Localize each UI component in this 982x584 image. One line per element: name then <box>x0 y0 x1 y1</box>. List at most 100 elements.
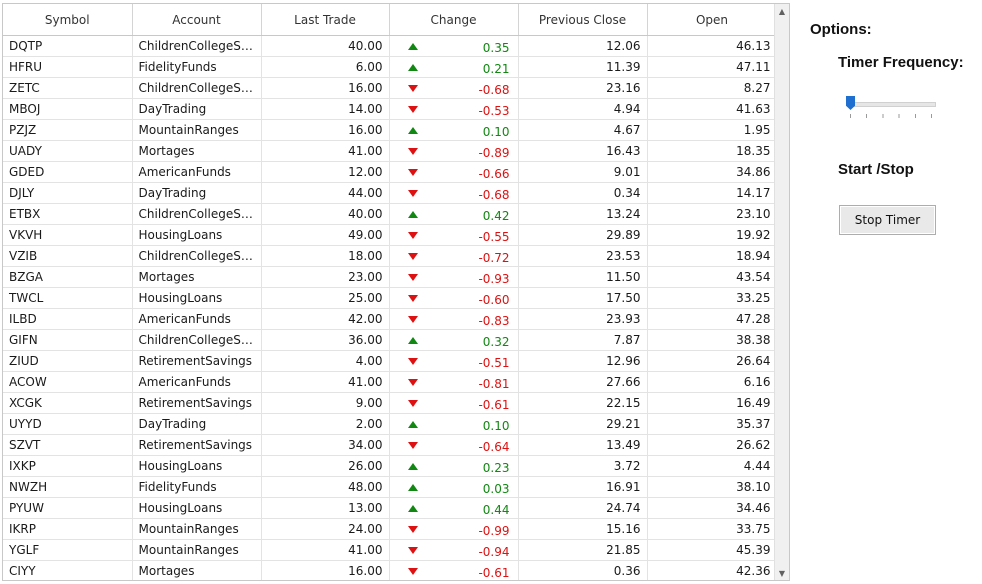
cell-symbol[interactable]: ZIUD <box>3 350 133 372</box>
table-row[interactable]: UYYD DayTrading 2.00 0.10 29.21 35.37 <box>3 413 778 435</box>
cell-previous-close[interactable]: 29.21 <box>518 413 648 435</box>
table-row[interactable]: GDED AmericanFunds 12.00 -0.66 9.01 34.86 <box>3 161 778 183</box>
cell-previous-close[interactable]: 3.72 <box>518 455 648 477</box>
cell-last-trade[interactable]: 26.00 <box>261 455 390 477</box>
slider-track[interactable] <box>848 102 936 107</box>
cell-account[interactable]: RetirementSavings <box>132 434 262 456</box>
vertical-scrollbar[interactable]: ▲ ▼ <box>774 4 789 580</box>
cell-last-trade[interactable]: 18.00 <box>261 245 390 267</box>
cell-open[interactable]: 47.28 <box>647 308 778 330</box>
cell-account[interactable]: HousingLoans <box>132 497 262 519</box>
cell-last-trade[interactable]: 16.00 <box>261 77 390 99</box>
cell-previous-close[interactable]: 21.85 <box>518 539 648 561</box>
cell-previous-close[interactable]: 16.91 <box>518 476 648 498</box>
table-row[interactable]: ZETC ChildrenCollegeSavi... 16.00 -0.68 23.1… <box>3 77 778 99</box>
cell-open[interactable]: 18.35 <box>647 140 778 162</box>
cell-change[interactable]: 0.10 <box>389 413 519 435</box>
cell-change[interactable]: -0.93 <box>389 266 519 288</box>
column-header-previous-close[interactable]: Previous Close <box>518 4 648 36</box>
cell-symbol[interactable]: ACOW <box>3 371 133 393</box>
cell-account[interactable]: RetirementSavings <box>132 350 262 372</box>
cell-symbol[interactable]: DQTP <box>3 35 133 57</box>
cell-previous-close[interactable]: 4.94 <box>518 98 648 120</box>
cell-open[interactable]: 46.13 <box>647 35 778 57</box>
scroll-down-arrow-icon[interactable]: ▼ <box>778 568 786 578</box>
cell-last-trade[interactable]: 40.00 <box>261 35 390 57</box>
cell-open[interactable]: 45.39 <box>647 539 778 561</box>
cell-symbol[interactable]: VKVH <box>3 224 133 246</box>
table-row[interactable]: DQTP ChildrenCollegeSavi... 40.00 0.35 12.06… <box>3 35 778 57</box>
cell-account[interactable]: RetirementSavings <box>132 392 262 414</box>
cell-change[interactable]: 0.21 <box>389 56 519 78</box>
cell-last-trade[interactable]: 24.00 <box>261 518 390 540</box>
cell-change[interactable]: -0.53 <box>389 98 519 120</box>
table-row[interactable]: ILBD AmericanFunds 42.00 -0.83 23.93 47.28 <box>3 308 778 330</box>
cell-last-trade[interactable]: 16.00 <box>261 560 390 580</box>
cell-last-trade[interactable]: 16.00 <box>261 119 390 141</box>
cell-account[interactable]: ChildrenCollegeSavi... <box>132 77 262 99</box>
cell-last-trade[interactable]: 23.00 <box>261 266 390 288</box>
cell-account[interactable]: ChildrenCollegeSavi... <box>132 329 262 351</box>
cell-symbol[interactable]: MBOJ <box>3 98 133 120</box>
cell-previous-close[interactable]: 11.39 <box>518 56 648 78</box>
cell-open[interactable]: 35.37 <box>647 413 778 435</box>
table-row[interactable]: PYUW HousingLoans 13.00 0.44 24.74 34.46 <box>3 497 778 519</box>
cell-open[interactable]: 33.75 <box>647 518 778 540</box>
cell-previous-close[interactable]: 13.24 <box>518 203 648 225</box>
cell-symbol[interactable]: IKRP <box>3 518 133 540</box>
cell-open[interactable]: 38.10 <box>647 476 778 498</box>
table-row[interactable]: UADY Mortages 41.00 -0.89 16.43 18.35 <box>3 140 778 162</box>
cell-change[interactable]: -0.61 <box>389 560 519 580</box>
cell-last-trade[interactable]: 41.00 <box>261 539 390 561</box>
cell-previous-close[interactable]: 22.15 <box>518 392 648 414</box>
cell-open[interactable]: 19.92 <box>647 224 778 246</box>
cell-symbol[interactable]: HFRU <box>3 56 133 78</box>
cell-change[interactable]: -0.60 <box>389 287 519 309</box>
cell-account[interactable]: MountainRanges <box>132 539 262 561</box>
cell-previous-close[interactable]: 0.36 <box>518 560 648 580</box>
cell-last-trade[interactable]: 9.00 <box>261 392 390 414</box>
cell-open[interactable]: 6.16 <box>647 371 778 393</box>
cell-change[interactable]: -0.68 <box>389 182 519 204</box>
cell-account[interactable]: AmericanFunds <box>132 308 262 330</box>
cell-change[interactable]: -0.81 <box>389 371 519 393</box>
cell-open[interactable]: 34.86 <box>647 161 778 183</box>
cell-last-trade[interactable]: 2.00 <box>261 413 390 435</box>
table-row[interactable]: ACOW AmericanFunds 41.00 -0.81 27.66 6.16 <box>3 371 778 393</box>
cell-previous-close[interactable]: 27.66 <box>518 371 648 393</box>
cell-open[interactable]: 33.25 <box>647 287 778 309</box>
table-row[interactable]: PZJZ MountainRanges 16.00 0.10 4.67 1.95 <box>3 119 778 141</box>
slider-thumb[interactable] <box>846 96 855 110</box>
column-header-open[interactable]: Open <box>647 4 778 36</box>
table-row[interactable]: HFRU FidelityFunds 6.00 0.21 11.39 47.11 <box>3 56 778 78</box>
cell-symbol[interactable]: PYUW <box>3 497 133 519</box>
cell-account[interactable]: HousingLoans <box>132 224 262 246</box>
cell-open[interactable]: 18.94 <box>647 245 778 267</box>
table-row[interactable]: NWZH FidelityFunds 48.00 0.03 16.91 38.10 <box>3 476 778 498</box>
scroll-up-arrow-icon[interactable]: ▲ <box>778 6 786 16</box>
cell-account[interactable]: AmericanFunds <box>132 371 262 393</box>
cell-change[interactable]: -0.64 <box>389 434 519 456</box>
cell-last-trade[interactable]: 49.00 <box>261 224 390 246</box>
cell-account[interactable]: FidelityFunds <box>132 56 262 78</box>
cell-account[interactable]: FidelityFunds <box>132 476 262 498</box>
cell-change[interactable]: 0.10 <box>389 119 519 141</box>
table-row[interactable]: CIYY Mortages 16.00 -0.61 0.36 42.36 <box>3 560 778 580</box>
cell-last-trade[interactable]: 13.00 <box>261 497 390 519</box>
table-row[interactable]: VKVH HousingLoans 49.00 -0.55 29.89 19.92 <box>3 224 778 246</box>
cell-symbol[interactable]: XCGK <box>3 392 133 414</box>
cell-account[interactable]: Mortages <box>132 560 262 580</box>
table-row[interactable]: IXKP HousingLoans 26.00 0.23 3.72 4.44 <box>3 455 778 477</box>
cell-symbol[interactable]: TWCL <box>3 287 133 309</box>
cell-symbol[interactable]: CIYY <box>3 560 133 580</box>
cell-change[interactable]: -0.72 <box>389 245 519 267</box>
cell-symbol[interactable]: UADY <box>3 140 133 162</box>
cell-account[interactable]: ChildrenCollegeSavi... <box>132 203 262 225</box>
cell-last-trade[interactable]: 25.00 <box>261 287 390 309</box>
table-row[interactable]: SZVT RetirementSavings 34.00 -0.64 13.49 26.6… <box>3 434 778 456</box>
table-row[interactable]: ZIUD RetirementSavings 4.00 -0.51 12.96 26.64 <box>3 350 778 372</box>
cell-symbol[interactable]: PZJZ <box>3 119 133 141</box>
cell-open[interactable]: 26.62 <box>647 434 778 456</box>
cell-previous-close[interactable]: 23.53 <box>518 245 648 267</box>
table-row[interactable]: XCGK RetirementSavings 9.00 -0.61 22.15 16.49 <box>3 392 778 414</box>
